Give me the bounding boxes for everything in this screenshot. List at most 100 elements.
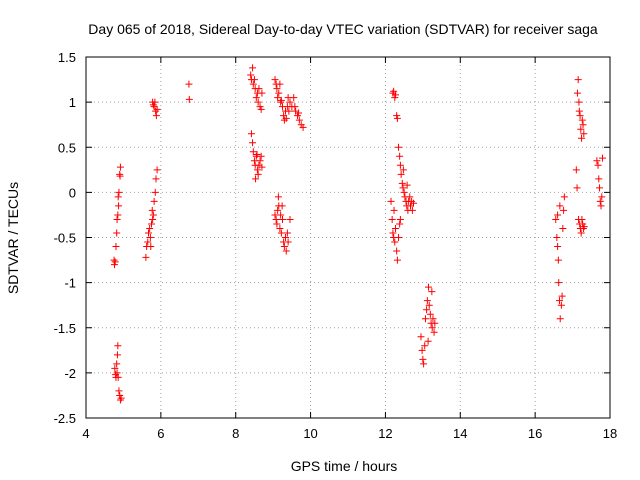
data-point: [418, 346, 426, 354]
data-point: [421, 342, 429, 350]
data-point: [579, 224, 587, 232]
x-tick-label: 6: [157, 426, 164, 441]
data-point: [557, 301, 565, 309]
data-point: [146, 224, 154, 232]
data-point: [153, 166, 161, 174]
x-tick-label: 10: [303, 426, 317, 441]
data-point: [387, 197, 395, 205]
plot-frame: [85, 56, 611, 419]
data-point: [257, 152, 265, 160]
data-point: [426, 310, 434, 318]
data-point: [247, 130, 255, 138]
data-point: [149, 215, 157, 223]
data-point: [391, 238, 399, 246]
data-point: [559, 224, 567, 232]
data-point: [396, 161, 404, 169]
data-point: [148, 206, 156, 214]
data-point: [286, 98, 294, 106]
data-point: [114, 211, 122, 219]
y-tick-label: -2: [64, 366, 76, 381]
data-point: [111, 258, 119, 266]
data-point: [392, 224, 400, 232]
data-point: [252, 175, 260, 183]
data-point: [556, 315, 564, 323]
data-point: [152, 175, 160, 183]
data-point: [249, 148, 257, 156]
data-point: [113, 229, 121, 237]
data-point: [572, 166, 580, 174]
data-point: [403, 181, 411, 189]
data-point: [152, 112, 160, 120]
data-point: [390, 87, 398, 95]
data-point: [277, 211, 285, 219]
x-axis-label: GPS time / hours: [291, 458, 398, 474]
data-point: [399, 166, 407, 174]
data-point: [424, 283, 432, 291]
data-point: [142, 253, 150, 261]
data-point: [272, 215, 280, 223]
data-point: [249, 64, 257, 72]
data-point: [114, 342, 122, 350]
data-point: [271, 76, 279, 84]
data-point: [554, 243, 562, 251]
data-point: [388, 215, 396, 223]
tick-labels: 4 6 8 10 12 14 16 18 -2.5 -2 -1.5 -1 -0.5 0 0.5 1 1.5: [54, 50, 618, 441]
data-point: [580, 130, 588, 138]
data-point: [431, 319, 439, 327]
data-point: [113, 369, 121, 377]
data-point: [410, 199, 417, 207]
data-point: [598, 193, 606, 201]
data-point: [554, 211, 562, 219]
data-point: [406, 193, 414, 201]
data-point: [277, 229, 285, 237]
data-point: [274, 193, 282, 201]
data-point: [419, 355, 427, 363]
data-point: [284, 238, 292, 246]
data-point: [283, 229, 291, 237]
data-point: [291, 103, 299, 111]
data-point: [185, 80, 193, 88]
data-point: [558, 292, 566, 300]
data-point: [249, 139, 257, 147]
data-point: [408, 197, 416, 205]
data-point: [390, 206, 398, 214]
data-point: [273, 220, 281, 228]
data-point: [115, 202, 123, 210]
data-point: [151, 98, 159, 106]
data-point: [274, 206, 282, 214]
data-point: [395, 234, 403, 241]
y-tick-label: 1.5: [58, 50, 76, 65]
data-point: [153, 105, 161, 113]
data-point: [423, 297, 431, 305]
data-point: [252, 94, 260, 102]
data-point: [299, 123, 307, 131]
data-point: [393, 114, 401, 122]
data-point: [277, 96, 285, 104]
data-point: [282, 247, 290, 255]
y-tick-label: -0.5: [54, 231, 76, 246]
data-point: [249, 80, 257, 88]
data-point: [152, 107, 160, 115]
data-point: [114, 373, 122, 381]
data-point: [574, 76, 582, 84]
data-point: [400, 188, 408, 196]
data-point: [556, 202, 564, 210]
data-point: [428, 288, 436, 296]
data-point: [278, 202, 286, 210]
x-tick-label: 18: [603, 426, 617, 441]
data-point: [408, 206, 416, 214]
data-point: [428, 324, 436, 332]
data-point: [292, 107, 300, 115]
data-point: [397, 170, 405, 178]
axes: [85, 56, 611, 419]
data-point: [113, 351, 121, 359]
data-point: [555, 297, 563, 305]
data-point: [147, 243, 155, 251]
data-point: [116, 163, 124, 171]
y-tick-label: -1.5: [54, 321, 76, 336]
data-point: [258, 89, 266, 97]
data-point: [250, 76, 258, 84]
data-point: [553, 234, 561, 241]
data-point: [392, 91, 400, 99]
